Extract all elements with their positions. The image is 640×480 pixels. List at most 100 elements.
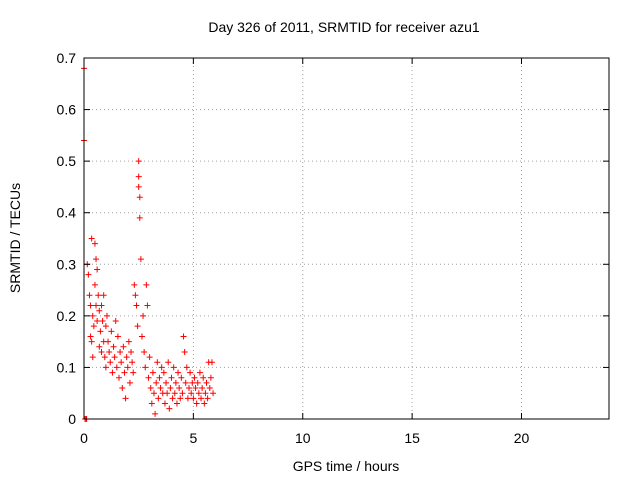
y-tick-label: 0.7 (57, 50, 77, 66)
x-axis-label: GPS time / hours (293, 458, 400, 474)
data-point (146, 354, 153, 361)
data-point (129, 359, 136, 366)
x-tick-label: 10 (295, 430, 311, 446)
data-point (167, 385, 174, 392)
x-tick-label: 20 (514, 430, 530, 446)
data-point (160, 369, 167, 376)
data-point (136, 214, 143, 221)
data-point (100, 292, 107, 299)
data-point (88, 338, 95, 345)
data-point (109, 369, 116, 376)
data-point (123, 354, 130, 361)
data-point (155, 395, 162, 402)
data-point (184, 395, 191, 402)
data-point (183, 364, 190, 371)
data-point (91, 281, 98, 288)
data-point (182, 379, 189, 386)
data-point (154, 359, 161, 366)
data-point (130, 369, 137, 376)
data-point (189, 379, 196, 386)
data-point (178, 374, 185, 381)
y-tick-label: 0 (68, 411, 76, 427)
data-point (108, 328, 115, 335)
data-point (94, 318, 101, 325)
data-point (85, 271, 92, 278)
y-tick-label: 0.3 (57, 256, 77, 272)
data-point (168, 374, 175, 381)
data-point (135, 183, 142, 190)
data-point (126, 379, 133, 386)
data-point (137, 256, 144, 263)
y-tick-label: 0.4 (57, 205, 77, 221)
data-point (94, 266, 101, 273)
points-layer (81, 65, 217, 422)
chart-title: Day 326 of 2011, SRMTID for receiver azu… (208, 19, 480, 35)
data-point (149, 369, 156, 376)
data-point (113, 364, 120, 371)
data-point (195, 390, 202, 397)
data-point (133, 302, 140, 309)
data-point (158, 364, 165, 371)
data-point (95, 292, 102, 299)
data-point (176, 385, 183, 392)
data-point (116, 374, 122, 381)
data-point (198, 395, 205, 402)
data-point (177, 395, 184, 402)
data-point (204, 395, 211, 402)
data-point (156, 374, 163, 381)
data-point (203, 379, 210, 386)
data-point (148, 400, 155, 407)
data-point (119, 385, 126, 392)
data-point (206, 385, 213, 392)
data-point (175, 369, 182, 376)
data-point (172, 379, 179, 386)
data-point (87, 302, 94, 309)
x-tick-label: 15 (404, 430, 420, 446)
data-point (120, 343, 127, 350)
data-point (166, 405, 173, 412)
data-point (140, 312, 147, 319)
y-axis-label: SRMTID / TECUs (7, 183, 23, 293)
data-point (180, 333, 187, 340)
data-point (151, 390, 157, 397)
data-point (186, 385, 192, 392)
data-point (114, 333, 121, 340)
data-point (102, 323, 109, 330)
data-point (118, 359, 125, 366)
data-point (121, 369, 128, 376)
data-point (169, 395, 176, 402)
data-point (199, 385, 206, 392)
data-point (111, 354, 118, 361)
data-point (132, 292, 139, 299)
y-tick-label: 0.5 (57, 153, 77, 169)
data-point (93, 256, 100, 263)
data-point (89, 354, 96, 361)
data-point (86, 292, 93, 299)
data-point (196, 369, 203, 376)
data-point (152, 410, 159, 417)
data-point (89, 312, 96, 319)
data-point (179, 390, 186, 397)
data-point (192, 385, 199, 392)
data-point (99, 318, 106, 325)
data-point (110, 343, 117, 350)
data-point (112, 318, 119, 325)
data-point (194, 379, 201, 386)
data-point (147, 385, 154, 392)
data-point (105, 338, 112, 345)
data-point (124, 364, 131, 371)
data-point (102, 364, 109, 371)
data-point (117, 348, 124, 355)
data-point (98, 302, 105, 309)
data-point (88, 235, 95, 242)
data-point (91, 240, 98, 247)
data-point (122, 395, 129, 402)
data-point (135, 158, 142, 165)
y-tick-label: 0.1 (57, 359, 77, 375)
data-point (98, 348, 105, 355)
ticks-layer: 0 0.1 0.2 0.3 0.4 0.5 0.6 0.7 0 5 10 15 20 (57, 50, 609, 446)
data-point (190, 395, 197, 402)
data-point (200, 374, 207, 381)
x-tick-label: 0 (80, 430, 88, 446)
